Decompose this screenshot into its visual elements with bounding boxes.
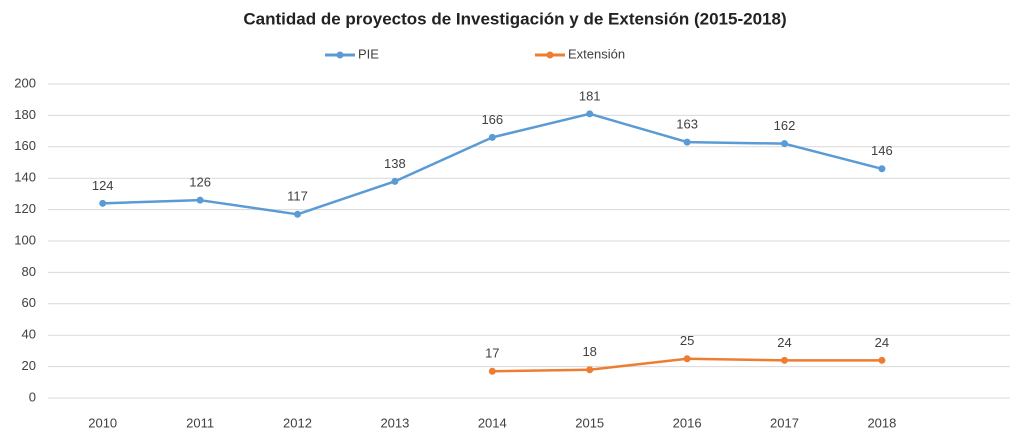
data-point [586, 366, 594, 374]
data-point [683, 355, 691, 363]
data-label: 162 [774, 118, 796, 133]
data-label: 126 [189, 175, 211, 190]
data-label: 17 [485, 346, 499, 361]
data-label: 163 [676, 117, 698, 132]
y-tick-label: 100 [14, 232, 36, 247]
data-point [683, 138, 691, 146]
data-point [294, 210, 301, 218]
y-tick-label: 160 [14, 138, 36, 153]
legend-marker [546, 51, 554, 59]
data-label: 181 [579, 88, 601, 103]
data-point [878, 165, 886, 173]
chart-title: Cantidad de proyectos de Investigación y… [243, 9, 786, 28]
data-point [878, 356, 886, 364]
y-tick-label: 180 [14, 107, 36, 122]
y-tick-label: 20 [22, 358, 36, 373]
x-tick-label: 2016 [673, 415, 702, 430]
data-label: 166 [481, 112, 503, 127]
x-tick-label: 2017 [770, 415, 799, 430]
x-tick-label: 2014 [478, 415, 507, 430]
data-label: 146 [871, 143, 893, 158]
legend-label: PIE [358, 46, 379, 61]
x-tick-label: 2013 [380, 415, 409, 430]
series-line [102, 112, 883, 216]
data-point [586, 110, 594, 118]
y-tick-label: 200 [14, 75, 36, 90]
x-tick-label: 2018 [867, 415, 896, 430]
data-point [391, 177, 399, 185]
y-tick-label: 120 [14, 201, 36, 216]
data-label: 124 [92, 178, 114, 193]
legend-label: Extensión [568, 46, 625, 61]
data-point [488, 367, 496, 375]
data-point [781, 140, 788, 148]
data-label: 18 [582, 344, 596, 359]
legend-marker [336, 51, 344, 59]
data-label: 117 [287, 189, 308, 204]
data-label: 25 [680, 333, 694, 348]
data-point [99, 199, 107, 207]
x-tick-label: 2015 [575, 415, 604, 430]
x-tick-label: 2012 [283, 415, 312, 430]
y-tick-label: 0 [29, 389, 36, 404]
data-label: 24 [777, 335, 791, 350]
y-tick-label: 80 [22, 264, 36, 279]
data-point [488, 133, 496, 141]
x-tick-label: 2011 [186, 415, 214, 430]
data-label: 24 [875, 335, 889, 350]
y-tick-label: 40 [22, 327, 36, 342]
x-tick-label: 2010 [88, 415, 117, 430]
y-tick-label: 60 [22, 295, 36, 310]
y-tick-label: 140 [14, 170, 36, 185]
data-point [781, 356, 788, 364]
data-label: 138 [384, 156, 406, 171]
data-point [196, 196, 204, 204]
